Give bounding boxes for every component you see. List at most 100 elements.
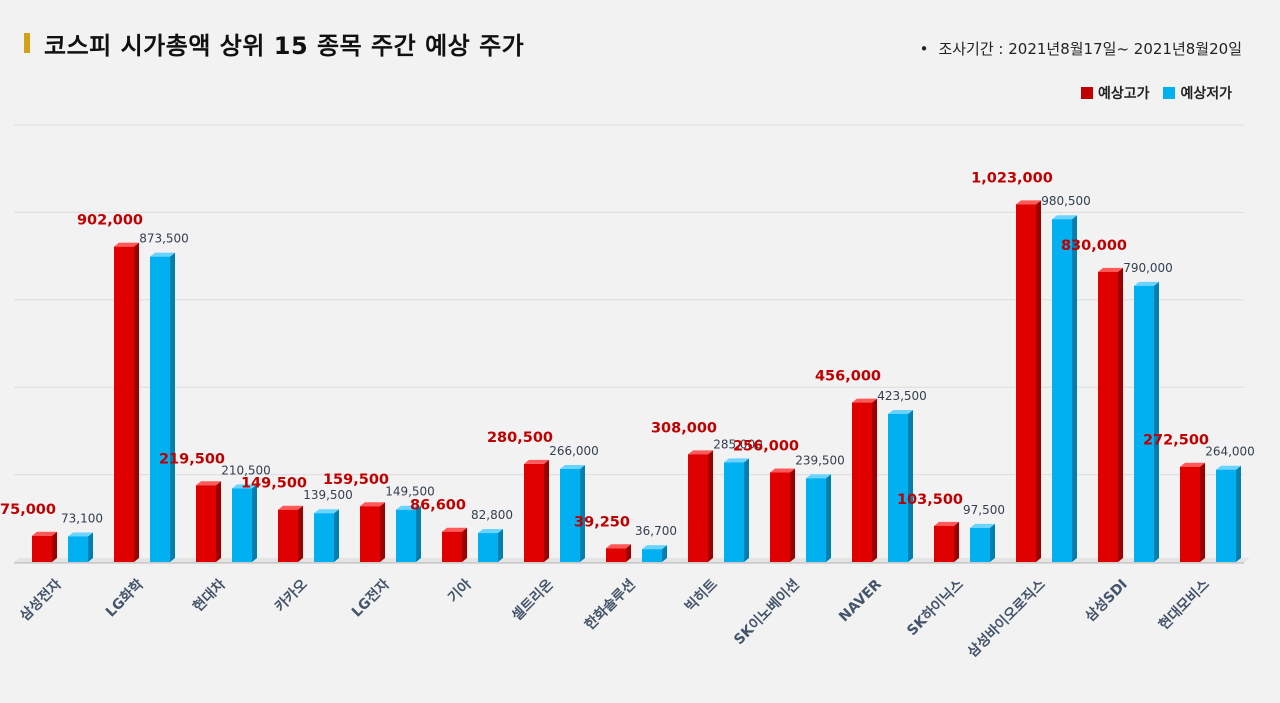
bar-low	[68, 536, 88, 562]
bar-low-top	[970, 523, 995, 528]
bar-high	[278, 509, 298, 562]
data-label-high: 1,023,000	[971, 170, 1053, 186]
bar-low-top	[1052, 215, 1077, 220]
title-accent-bar	[24, 33, 30, 53]
bar-high	[606, 548, 626, 562]
bar-low-top	[1134, 281, 1159, 286]
data-label-high: 256,000	[733, 439, 799, 455]
bar-high-side	[954, 521, 959, 562]
bar-low-top	[560, 465, 585, 470]
survey-period: • 조사기간 : 2021년8월17일~ 2021년8월20일	[920, 38, 1242, 59]
bar-low	[396, 509, 416, 562]
legend-swatch-high	[1080, 87, 1093, 99]
data-label-low: 980,500	[1041, 194, 1091, 208]
bar-low	[1216, 469, 1236, 562]
bar-high-side	[298, 505, 303, 562]
bar-high	[196, 485, 216, 562]
data-label-low: 97,500	[963, 503, 1005, 517]
bar-low-top	[724, 458, 749, 463]
bar-high-side	[544, 459, 549, 562]
bar-low-top	[642, 545, 667, 550]
data-label-high: 149,500	[241, 476, 307, 492]
data-label-low: 266,000	[549, 444, 599, 458]
data-label-low: 36,700	[635, 524, 677, 538]
bar-low	[314, 513, 334, 562]
category-label: SK하이닉스	[904, 576, 967, 639]
category-label: SK이노베이션	[730, 576, 802, 648]
legend-label-low: 예상저가	[1180, 86, 1232, 102]
bar-high-top	[32, 531, 57, 536]
bar-high-top	[1016, 200, 1041, 205]
bar-high	[1098, 271, 1118, 562]
bar-high	[1016, 204, 1036, 563]
legend: 예상고가 예상저가	[1080, 83, 1232, 103]
bar-low	[232, 488, 252, 562]
category-label: LG전자	[348, 576, 393, 621]
bar-low	[806, 478, 826, 562]
bar-high-side	[708, 450, 713, 562]
data-label-high: 39,250	[574, 514, 630, 530]
bar-high-side	[134, 242, 139, 562]
bar-low-top	[68, 532, 93, 537]
chart-title: 코스피 시가총액 상위 15 종목 주간 예상 주가	[44, 32, 525, 60]
category-label: 한화솔루션	[581, 576, 639, 634]
bar-low-side	[826, 474, 831, 562]
bar-high	[770, 472, 790, 562]
bar-low	[560, 469, 580, 562]
bar-low-top	[232, 484, 257, 489]
bar-low	[970, 527, 990, 562]
data-label-low: 149,500	[385, 485, 435, 499]
bar-high	[32, 535, 52, 562]
data-label-high: 280,500	[487, 430, 553, 446]
legend-item-high: 예상고가	[1080, 83, 1149, 103]
bar-low	[478, 533, 498, 562]
bar-high-top	[1098, 267, 1123, 272]
bar-high-top	[278, 505, 303, 510]
category-label: NAVER	[836, 576, 885, 625]
data-label-low: 139,500	[303, 488, 353, 502]
data-label-low: 790,000	[1123, 261, 1173, 275]
category-label: 삼성SDI	[1082, 577, 1131, 626]
data-label-high: 456,000	[815, 369, 881, 385]
bar-high-top	[606, 544, 631, 549]
bar-low-side	[990, 523, 995, 562]
data-label-low: 264,000	[1205, 445, 1255, 459]
bar-high-side	[790, 468, 795, 562]
bar-low	[724, 462, 744, 562]
category-label: 셀트리온	[509, 576, 557, 624]
period-bullet: •	[919, 40, 929, 58]
data-label-low: 423,500	[877, 389, 927, 403]
bar-high-side	[380, 502, 385, 562]
bar-low-top	[150, 252, 175, 257]
category-label: 삼성전자	[16, 576, 65, 625]
data-label-low: 285,000	[713, 437, 763, 451]
bar-low-side	[334, 509, 339, 562]
bar-high	[934, 525, 954, 562]
bar-low	[150, 256, 170, 562]
bar-high-top	[114, 242, 139, 247]
data-label-low: 73,100	[61, 511, 103, 525]
bar-high-side	[1036, 200, 1041, 563]
bar-high-top	[196, 481, 221, 486]
bar-low-top	[806, 474, 831, 479]
category-label: 카카오	[272, 576, 311, 615]
bar-low-side	[1072, 215, 1077, 562]
bar-high	[1180, 466, 1200, 562]
bar-high	[524, 463, 544, 562]
data-label-high: 103,500	[897, 492, 963, 508]
bar-high	[114, 246, 134, 562]
bar-low-top	[478, 529, 503, 534]
bar-high	[442, 531, 462, 562]
bar-low-top	[314, 509, 339, 514]
bar-low	[1134, 285, 1154, 562]
bar-low-side	[1236, 465, 1241, 562]
bar-high-top	[1180, 462, 1205, 467]
category-label: 기아	[445, 576, 475, 606]
data-label-high: 86,600	[410, 498, 466, 514]
bar-low-top	[888, 409, 913, 414]
bar-low	[888, 413, 908, 562]
bar-low-side	[170, 252, 175, 563]
data-label-high: 75,000	[0, 502, 56, 518]
bar-low-side	[1154, 281, 1159, 562]
bar-high-side	[872, 398, 877, 562]
